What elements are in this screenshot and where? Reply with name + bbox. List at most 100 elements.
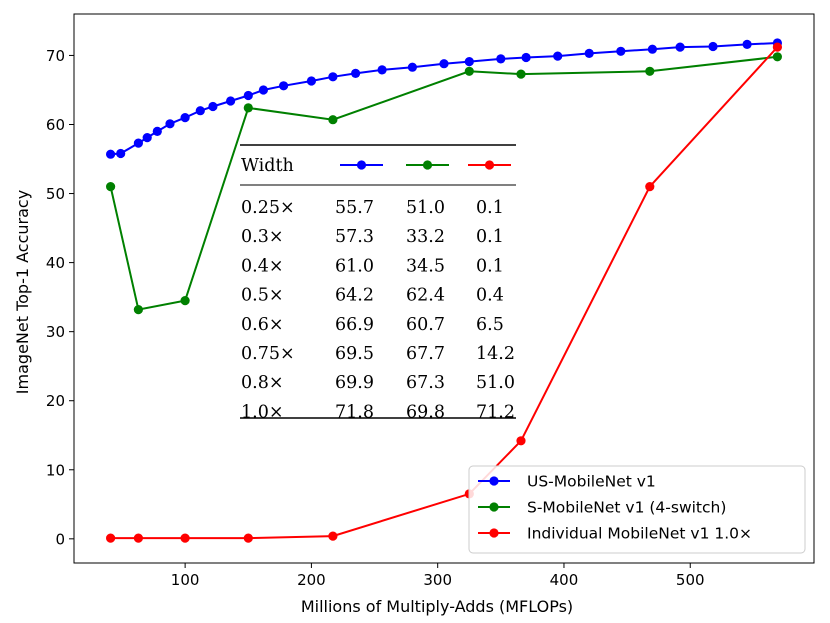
data-point [516, 436, 526, 446]
data-point [165, 119, 175, 129]
table-cell: 0.5× [241, 286, 284, 306]
data-point [553, 51, 563, 61]
inset-table: Width 0.25× 55.7 51.0 0.1 0.3× 57.3 33.2 0.1 0.4×… [240, 144, 516, 422]
table-cell: 69.8 [406, 402, 445, 422]
table-cell: 60.7 [406, 315, 445, 335]
x-tick-label: 300 [423, 571, 452, 589]
table-cell: 6.5 [476, 315, 504, 335]
table-key-marker [356, 160, 367, 170]
data-point [258, 85, 268, 95]
table-cell: 61.0 [335, 256, 374, 276]
y-tick-label: 10 [46, 461, 65, 479]
data-point [243, 533, 253, 543]
table-cell: 67.3 [406, 373, 445, 393]
data-point [675, 42, 685, 52]
data-point [496, 54, 506, 64]
table-cell: 0.1 [476, 256, 504, 276]
data-point [584, 48, 594, 59]
table-cell: 51.0 [476, 373, 515, 393]
table-key-marker [484, 160, 495, 170]
legend-marker [489, 476, 499, 486]
data-point [772, 42, 783, 52]
y-tick-label: 40 [46, 254, 65, 272]
data-point [464, 57, 474, 67]
axes-frame [73, 13, 815, 564]
x-tick-label: 200 [297, 571, 326, 589]
data-point [180, 533, 190, 543]
data-point [133, 533, 143, 543]
data-point [116, 148, 126, 159]
table-cell: 34.5 [406, 256, 445, 276]
data-point [142, 133, 152, 143]
data-point [439, 59, 449, 69]
table-cell: 69.9 [335, 373, 374, 393]
data-point [516, 69, 526, 79]
data-point [645, 66, 655, 76]
y-tick-label: 50 [46, 185, 65, 203]
y-tick-label: 30 [46, 323, 65, 341]
data-point [708, 41, 718, 52]
data-point [645, 182, 655, 192]
data-point [742, 39, 752, 50]
y-axis-label: ImageNet Top-1 Accuracy [13, 190, 32, 394]
y-tick-label: 0 [55, 530, 65, 548]
data-point [328, 72, 338, 82]
plot-area: 100 200 300 400 500 0 10 20 30 40 50 60 70 [46, 13, 815, 589]
table-cell: 0.75× [241, 344, 295, 364]
table-cell: 0.1 [476, 227, 504, 247]
x-tick-label: 100 [171, 571, 200, 589]
table-cell: 64.2 [335, 286, 374, 306]
data-point [351, 68, 361, 78]
legend-marker [489, 528, 499, 538]
data-point [133, 138, 143, 148]
data-point [106, 533, 116, 543]
table-cell: 0.3× [241, 227, 284, 247]
table-cell: 33.2 [406, 227, 445, 247]
data-point [377, 65, 387, 75]
table-cell: 69.5 [335, 344, 374, 364]
data-point [328, 531, 338, 541]
data-point [133, 305, 143, 315]
table-cell: 0.1 [476, 198, 504, 218]
legend-label: US-MobileNet v1 [527, 473, 656, 491]
table-cell: 0.8× [241, 373, 284, 393]
table-cell: 0.6× [241, 315, 284, 335]
legend-label: Individual MobileNet v1 1.0× [527, 525, 752, 543]
legend-box [468, 465, 806, 554]
legend-label: S-MobileNet v1 (4-switch) [527, 499, 726, 517]
data-point [106, 149, 116, 159]
data-point [152, 126, 162, 136]
data-point [772, 52, 783, 62]
data-point [647, 44, 658, 54]
data-point [306, 76, 316, 86]
table-cell: 66.9 [335, 315, 374, 335]
x-tick-label: 400 [550, 571, 579, 589]
data-point [106, 182, 116, 192]
y-tick-label: 70 [46, 47, 65, 65]
data-point [180, 296, 190, 306]
data-point [464, 66, 474, 76]
table-cell: 55.7 [335, 198, 374, 218]
x-axis-label: Millions of Multiply-Adds (MFLOPs) [301, 597, 573, 616]
table-cell: 51.0 [406, 198, 445, 218]
data-point [195, 106, 205, 116]
y-tick-label: 20 [46, 392, 65, 410]
data-point [616, 46, 626, 56]
data-point [226, 96, 236, 106]
table-cell: 0.25× [241, 198, 295, 218]
table-cell: 71.8 [335, 402, 374, 422]
legend-marker [489, 502, 499, 512]
table-cell: 71.2 [476, 402, 515, 422]
data-point [208, 101, 218, 112]
table-cell: 57.3 [335, 227, 374, 247]
data-point [521, 52, 531, 63]
y-tick-label: 60 [46, 116, 65, 134]
data-point [279, 81, 289, 91]
table-cell: 14.2 [476, 344, 515, 364]
table-cell: 62.4 [406, 286, 445, 306]
data-point [407, 62, 417, 72]
table-key-marker [422, 160, 433, 170]
data-point [243, 90, 253, 101]
legend: US-MobileNet v1 S-MobileNet v1 (4-switch)… [468, 465, 806, 554]
